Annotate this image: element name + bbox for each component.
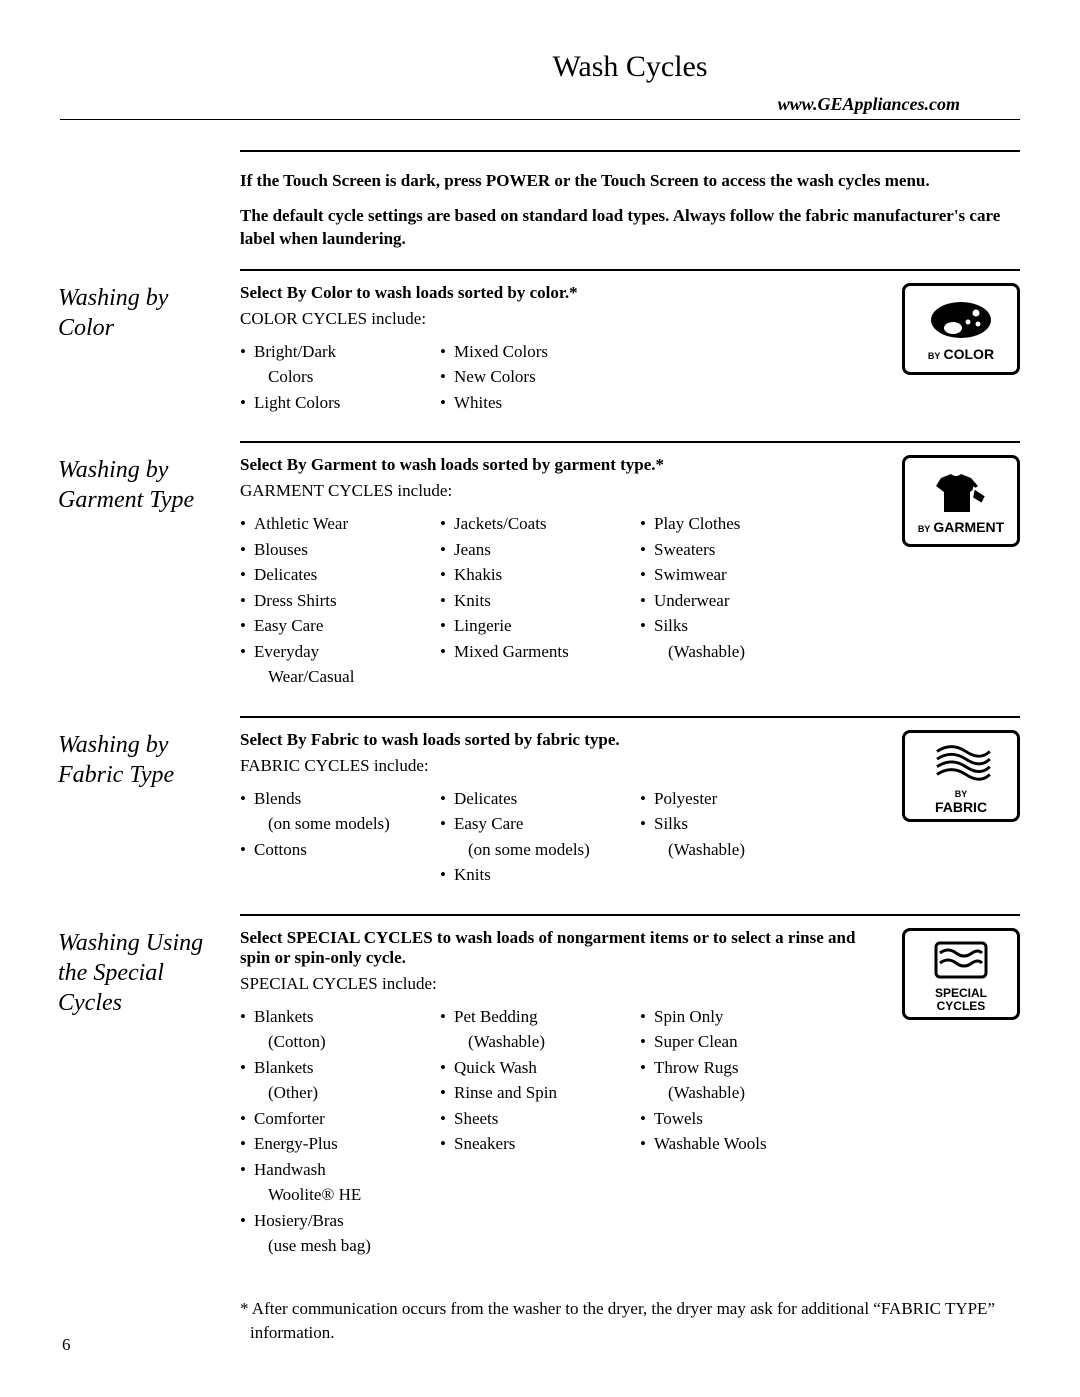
section-heading-color: Washing by Color bbox=[58, 283, 228, 343]
section-heading-garment: Washing by Garment Type bbox=[58, 455, 228, 515]
special-columns: Blankets(Cotton)Blankets(Other)Comforter… bbox=[240, 1004, 1020, 1259]
list-item: Dress Shirts bbox=[240, 588, 420, 614]
rule bbox=[240, 441, 1020, 443]
rule bbox=[240, 914, 1020, 916]
section-heading-special: Washing Using the Special Cycles bbox=[58, 928, 228, 1018]
list-item: Jackets/Coats bbox=[440, 511, 620, 537]
fabric-col-0: Blends(on some models)Cottons bbox=[240, 786, 420, 863]
intro-line-1: If the Touch Screen is dark, press POWER… bbox=[240, 170, 1020, 193]
icon-label: BYFABRIC bbox=[935, 788, 987, 815]
list-item: Energy-Plus bbox=[240, 1131, 420, 1157]
list-item: Knits bbox=[440, 588, 620, 614]
list-item: Throw Rugs(Washable) bbox=[640, 1055, 820, 1106]
special-cycles-icon-box: SPECIALCYCLES bbox=[902, 928, 1020, 1020]
list-item: Sweaters bbox=[640, 537, 820, 563]
list-item: Mixed Colors bbox=[440, 339, 620, 365]
list-item: Washable Wools bbox=[640, 1131, 820, 1157]
garment-col-1: Jackets/CoatsJeansKhakisKnitsLingerieMix… bbox=[440, 511, 620, 664]
special-cycles-icon bbox=[926, 935, 996, 985]
list-item: Bright/DarkColors bbox=[240, 339, 420, 390]
list-item: Spin Only bbox=[640, 1004, 820, 1030]
list-item: Blankets(Cotton) bbox=[240, 1004, 420, 1055]
garment-col-0: Athletic WearBlousesDelicatesDress Shirt… bbox=[240, 511, 420, 690]
intro-block: If the Touch Screen is dark, press POWER… bbox=[240, 170, 1020, 251]
fabric-weave-icon bbox=[926, 736, 996, 786]
section-garment: Washing by Garment Type BY GARMENT Selec… bbox=[240, 455, 1020, 698]
rule bbox=[240, 716, 1020, 718]
list-item: Lingerie bbox=[440, 613, 620, 639]
section-heading-fabric: Washing by Fabric Type bbox=[58, 730, 228, 790]
list-item: Delicates bbox=[240, 562, 420, 588]
by-fabric-icon-box: BYFABRIC bbox=[902, 730, 1020, 822]
list-item: Silks(Washable) bbox=[640, 811, 820, 862]
list-item: Rinse and Spin bbox=[440, 1080, 620, 1106]
list-item: EverydayWear/Casual bbox=[240, 639, 420, 690]
list-item: Cottons bbox=[240, 837, 420, 863]
palette-icon bbox=[926, 295, 996, 345]
list-item: Knits bbox=[440, 862, 620, 888]
list-item: Athletic Wear bbox=[240, 511, 420, 537]
section-special: Washing Using the Special Cycles SPECIAL… bbox=[240, 928, 1020, 1267]
list-item: Comforter bbox=[240, 1106, 420, 1132]
list-item: Underwear bbox=[640, 588, 820, 614]
list-item: Whites bbox=[440, 390, 620, 416]
page-number: 6 bbox=[62, 1335, 71, 1355]
icon-label: SPECIALCYCLES bbox=[935, 987, 987, 1013]
fabric-col-2: PolyesterSilks(Washable) bbox=[640, 786, 820, 863]
list-item: Light Colors bbox=[240, 390, 420, 416]
list-item: Easy Care bbox=[240, 613, 420, 639]
garment-col-2: Play ClothesSweatersSwimwearUnderwearSil… bbox=[640, 511, 820, 664]
list-item: Blends(on some models) bbox=[240, 786, 420, 837]
list-item: Pet Bedding(Washable) bbox=[440, 1004, 620, 1055]
list-item: Khakis bbox=[440, 562, 620, 588]
content-area: If the Touch Screen is dark, press POWER… bbox=[240, 150, 1020, 1344]
list-item: Towels bbox=[640, 1106, 820, 1132]
special-col-0: Blankets(Cotton)Blankets(Other)Comforter… bbox=[240, 1004, 420, 1259]
list-item: Polyester bbox=[640, 786, 820, 812]
list-item: Silks(Washable) bbox=[640, 613, 820, 664]
footnote: * After communication occurs from the wa… bbox=[240, 1297, 1020, 1345]
list-item: Play Clothes bbox=[640, 511, 820, 537]
list-item: Swimwear bbox=[640, 562, 820, 588]
list-item: Easy Care(on some models) bbox=[440, 811, 620, 862]
top-rule bbox=[60, 119, 1020, 120]
list-item: Blankets(Other) bbox=[240, 1055, 420, 1106]
list-item: Delicates bbox=[440, 786, 620, 812]
website-url: www.GEAppliances.com bbox=[240, 94, 1020, 115]
page-title: Wash Cycles bbox=[240, 50, 1020, 84]
rule bbox=[240, 269, 1020, 271]
list-item: Sneakers bbox=[440, 1131, 620, 1157]
icon-label: BY GARMENT bbox=[918, 520, 1004, 535]
tshirt-icon bbox=[926, 468, 996, 518]
list-item: Mixed Garments bbox=[440, 639, 620, 665]
icon-label: BY COLOR bbox=[928, 347, 994, 362]
special-col-1: Pet Bedding(Washable)Quick WashRinse and… bbox=[440, 1004, 620, 1157]
list-item: HandwashWoolite® HE bbox=[240, 1157, 420, 1208]
by-garment-icon-box: BY GARMENT bbox=[902, 455, 1020, 547]
by-color-icon-box: BY COLOR bbox=[902, 283, 1020, 375]
list-item: Super Clean bbox=[640, 1029, 820, 1055]
intro-line-2: The default cycle settings are based on … bbox=[240, 205, 1020, 251]
special-col-2: Spin OnlySuper CleanThrow Rugs(Washable)… bbox=[640, 1004, 820, 1157]
intro-rule bbox=[240, 150, 1020, 152]
list-item: Jeans bbox=[440, 537, 620, 563]
list-item: Blouses bbox=[240, 537, 420, 563]
color-col-0: Bright/DarkColorsLight Colors bbox=[240, 339, 420, 416]
list-item: Quick Wash bbox=[440, 1055, 620, 1081]
section-fabric: Washing by Fabric Type BYFABRIC bbox=[240, 730, 1020, 896]
list-item: Sheets bbox=[440, 1106, 620, 1132]
section-color: Washing by Color BY COLOR Select By Colo… bbox=[240, 283, 1020, 424]
color-col-1: Mixed ColorsNew ColorsWhites bbox=[440, 339, 620, 416]
list-item: Hosiery/Bras(use mesh bag) bbox=[240, 1208, 420, 1259]
list-item: New Colors bbox=[440, 364, 620, 390]
fabric-col-1: DelicatesEasy Care(on some models)Knits bbox=[440, 786, 620, 888]
